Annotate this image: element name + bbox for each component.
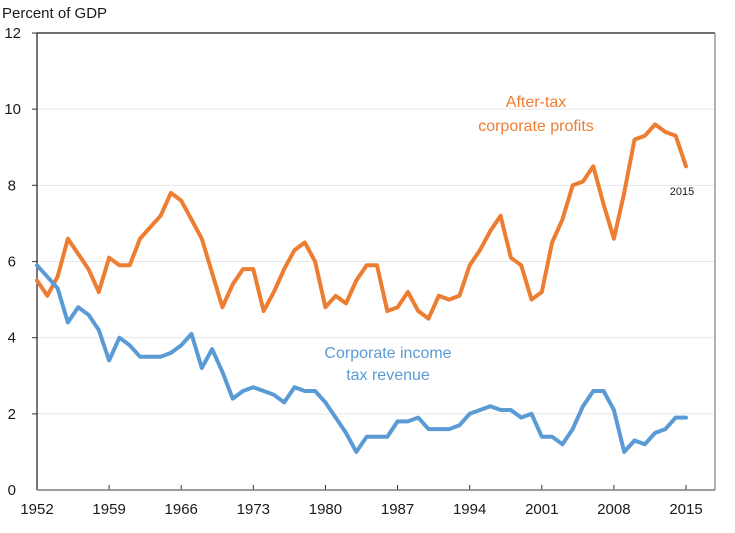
x-tick-label: 1959 [92,501,125,518]
tax-label-line1: Corporate income [324,345,451,362]
series-line [35,122,688,321]
y-tick-label: 8 [8,177,16,194]
y-tick-label: 0 [8,482,16,499]
x-tick-label: 1994 [453,501,486,518]
y-tick-label: 4 [8,330,16,347]
y-tick-label: 10 [4,101,21,118]
profits-label-line2: corporate profits [478,118,594,135]
y-tick-label: 2 [8,406,16,423]
profits-label-line1: After-tax [506,94,566,111]
x-tick-label: 2015 [669,501,702,518]
y-tick-label: 12 [4,25,21,42]
x-tick-label: 1966 [165,501,198,518]
series-line [35,263,688,454]
end-year-label: 2015 [670,186,694,198]
y-axis-title: Percent of GDP [2,5,107,22]
series-corporate-tax-revenue [35,263,688,454]
x-tick-label: 2001 [525,501,558,518]
x-tick-label: 1980 [309,501,342,518]
y-tick-label: 6 [8,254,16,271]
tax-label-line2: tax revenue [346,367,430,384]
series-group [35,122,688,454]
x-tick-label: 2008 [597,501,630,518]
y-axis-ticks: 0 2 4 6 8 10 12 [4,25,37,499]
x-tick-label: 1952 [20,501,53,518]
series-after-tax-profits [35,122,688,321]
x-tick-label: 1973 [237,501,270,518]
gridlines [37,108,715,415]
x-axis-ticks: 1952 1959 1966 1973 1980 1987 1994 2001 2008 2015 [20,485,703,518]
x-tick-label: 1987 [381,501,414,518]
